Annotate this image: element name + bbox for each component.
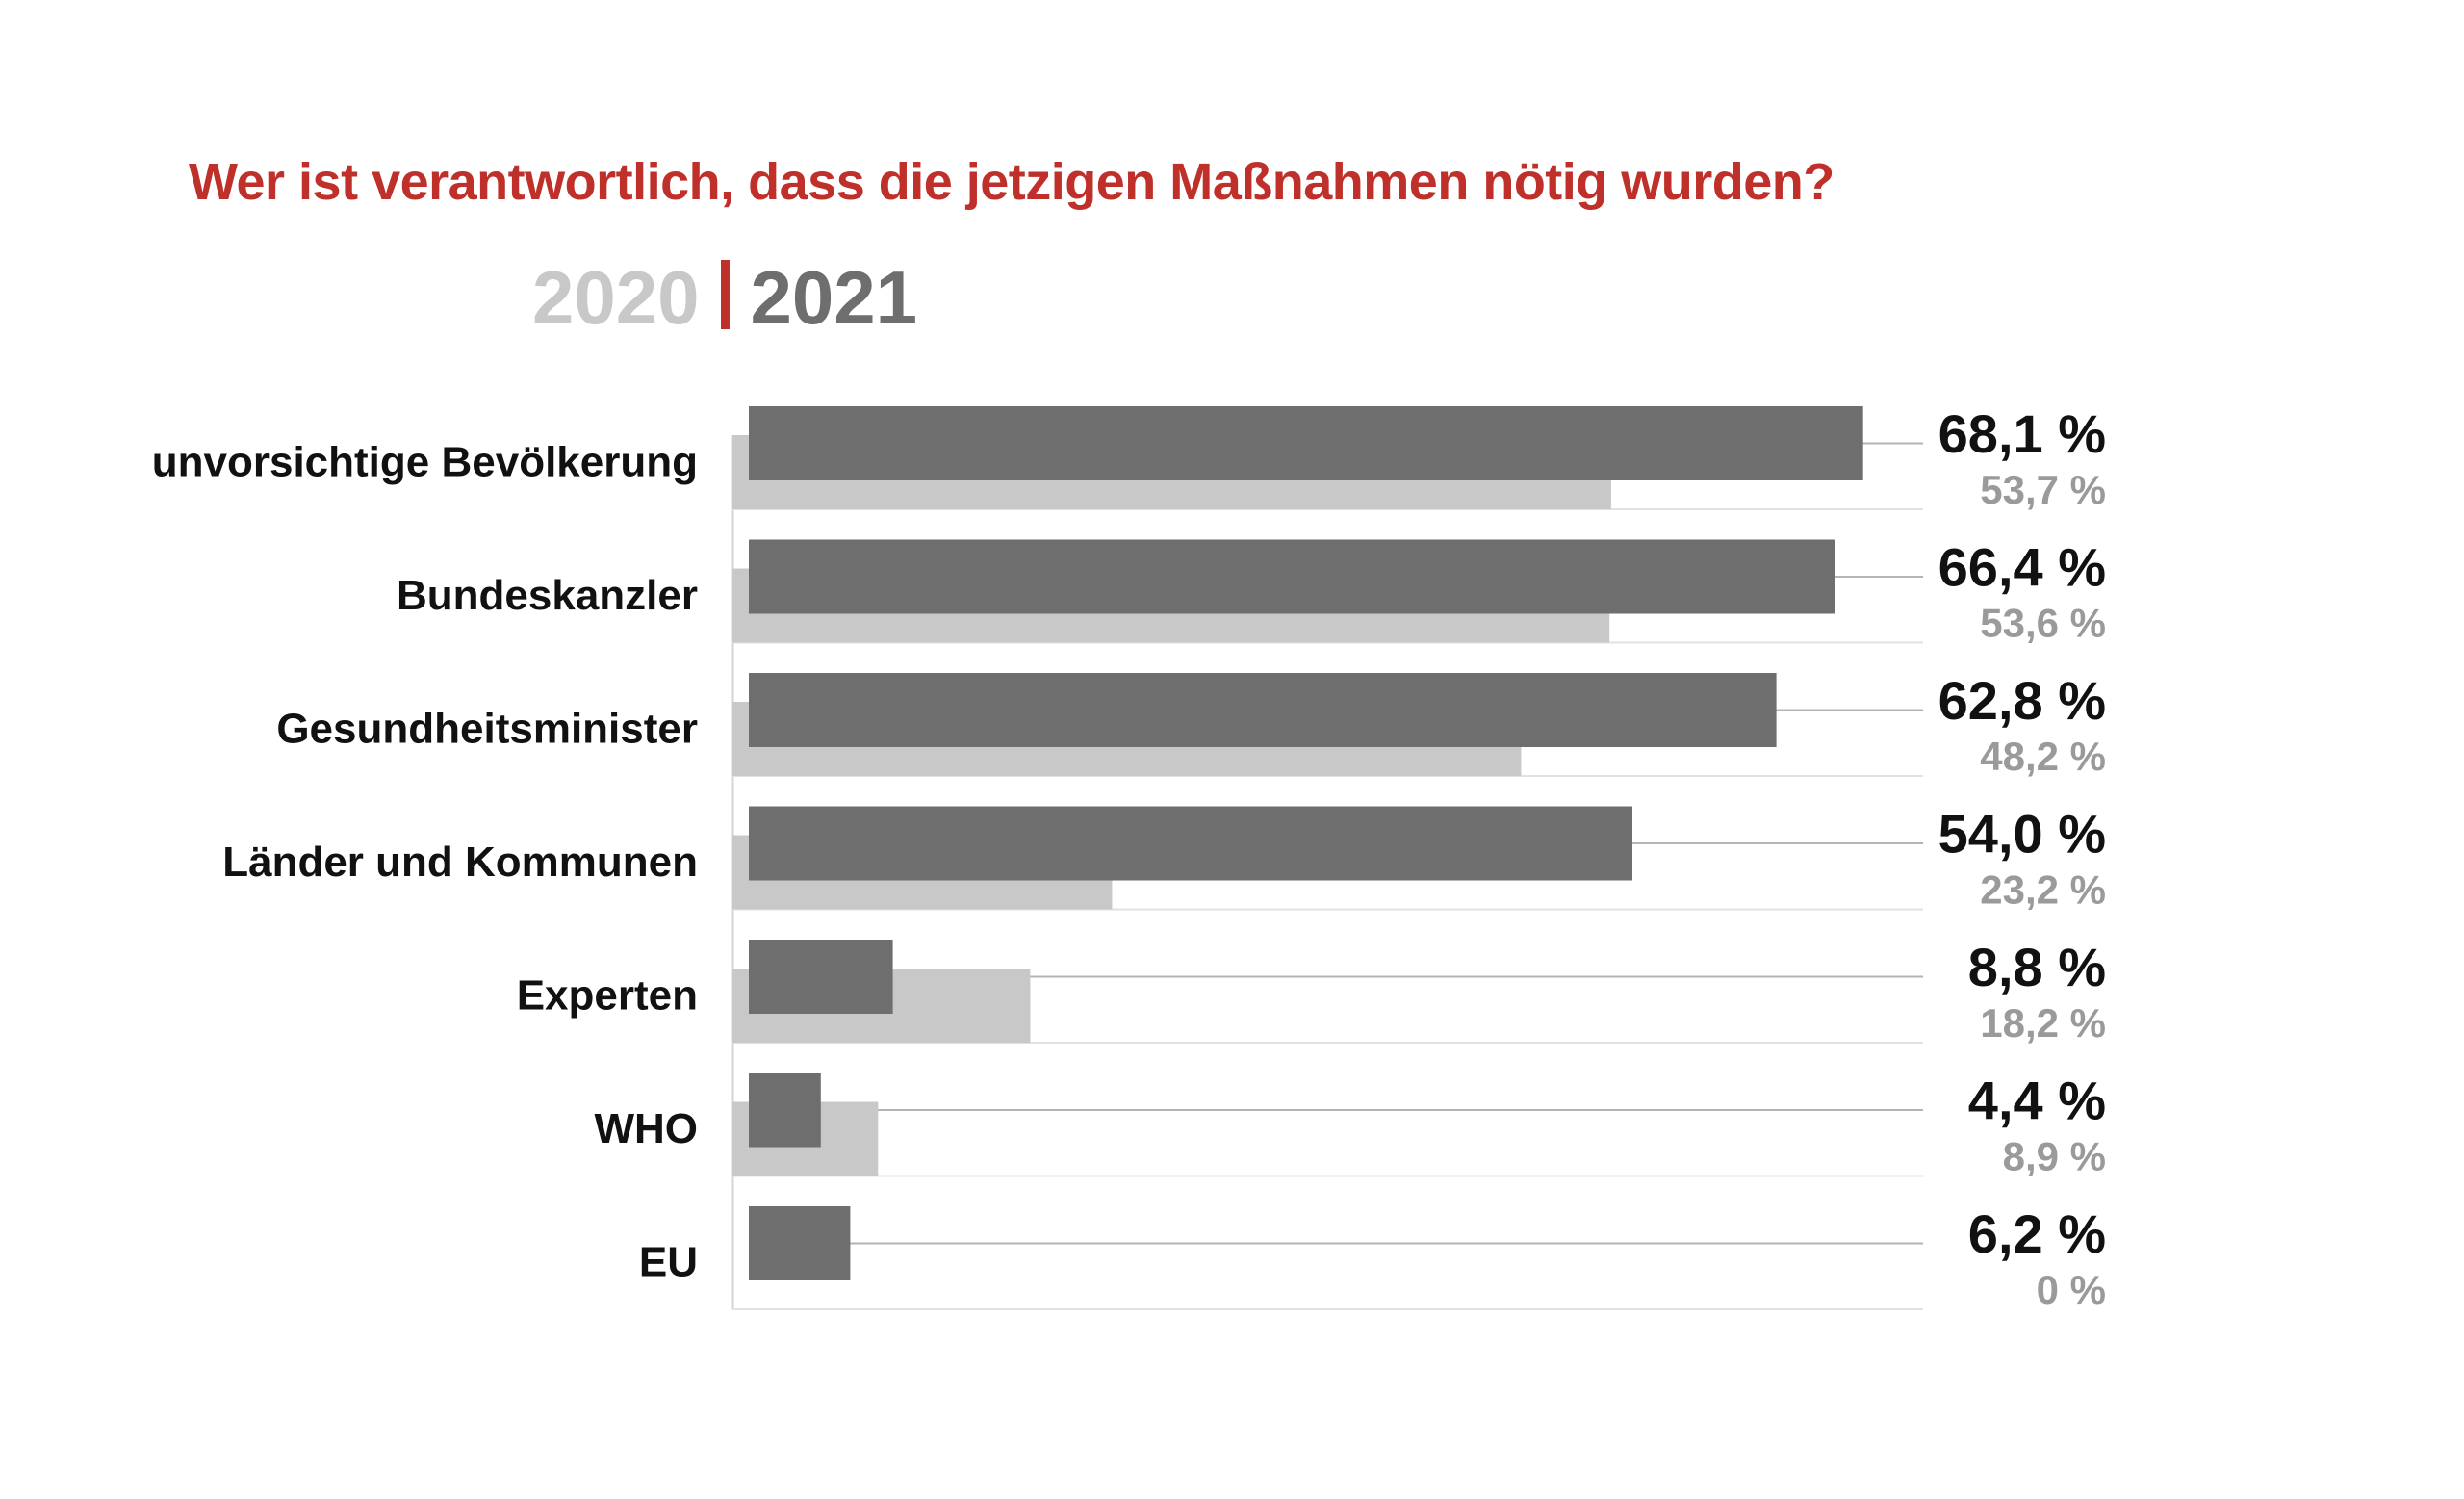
value-label-2021: 62,8 % [1938, 670, 2106, 731]
bar-2021 [749, 1073, 821, 1148]
category-label: Bundeskanzler [397, 572, 698, 619]
category-label: Experten [517, 972, 698, 1020]
category-label: Länder und Kommunen [222, 839, 698, 886]
value-label-2021: 66,4 % [1938, 537, 2106, 598]
legend-separator [720, 260, 730, 329]
bar-2021 [749, 673, 1777, 747]
legend-item-2021: 2021 [750, 255, 918, 340]
bar-2021 [749, 1206, 851, 1280]
category-label: WHO [594, 1105, 698, 1152]
value-label-2021: 4,4 % [1968, 1071, 2106, 1131]
bar-2021 [749, 406, 1863, 480]
chart-title: Wer ist verantwortlich, dass die jetzige… [189, 153, 1835, 211]
value-label-2021: 54,0 % [1938, 804, 2106, 865]
bar-2021 [749, 539, 1835, 614]
value-label-2021: 68,1 % [1938, 403, 2106, 464]
legend-item-2020: 2020 [532, 255, 700, 340]
value-label-2021: 8,8 % [1968, 937, 2106, 997]
value-label-2021: 6,2 % [1968, 1203, 2106, 1264]
value-label-2020: 18,2 % [1980, 1000, 2106, 1046]
category-label: EU [639, 1239, 698, 1286]
value-label-2020: 48,2 % [1980, 734, 2106, 779]
value-label-2020: 8,9 % [2003, 1134, 2106, 1179]
category-label: unvorsichtige Bevölkerung [152, 439, 698, 486]
bar-2021 [749, 940, 893, 1014]
value-label-2020: 23,2 % [1980, 867, 2106, 913]
value-label-2020: 0 % [2037, 1267, 2106, 1312]
category-label: Gesundheitsminister [276, 706, 698, 753]
bar-2021 [749, 806, 1632, 881]
value-label-2020: 53,6 % [1980, 601, 2106, 646]
value-label-2020: 53,7 % [1980, 467, 2106, 512]
legend: 2020 2021 [532, 260, 917, 335]
